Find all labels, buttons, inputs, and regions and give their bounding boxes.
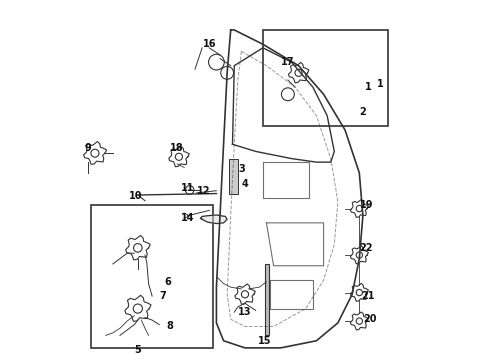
Text: 10: 10	[129, 191, 143, 201]
Text: 1: 1	[365, 82, 371, 92]
Text: 7: 7	[159, 291, 166, 301]
Text: 20: 20	[363, 314, 377, 324]
Text: 1: 1	[377, 79, 384, 89]
Text: 3: 3	[238, 164, 245, 174]
Text: 14: 14	[181, 213, 195, 223]
Text: 18: 18	[171, 143, 184, 153]
Polygon shape	[200, 215, 227, 224]
Text: 8: 8	[167, 321, 173, 332]
Text: 12: 12	[197, 186, 211, 197]
Bar	[265, 264, 270, 336]
Text: 6: 6	[165, 277, 172, 287]
Text: 15: 15	[258, 336, 271, 346]
Text: 5: 5	[134, 345, 141, 355]
Bar	[229, 158, 238, 194]
Text: 17: 17	[281, 57, 294, 67]
Text: 21: 21	[362, 291, 375, 301]
Bar	[263, 30, 388, 126]
Text: 2: 2	[360, 107, 366, 117]
Text: 19: 19	[360, 200, 373, 210]
Text: 4: 4	[242, 179, 248, 189]
Bar	[92, 205, 213, 348]
Text: 16: 16	[202, 39, 216, 49]
Text: 11: 11	[181, 183, 195, 193]
Text: 22: 22	[360, 243, 373, 253]
Text: 9: 9	[84, 143, 91, 153]
Text: 13: 13	[238, 307, 252, 317]
